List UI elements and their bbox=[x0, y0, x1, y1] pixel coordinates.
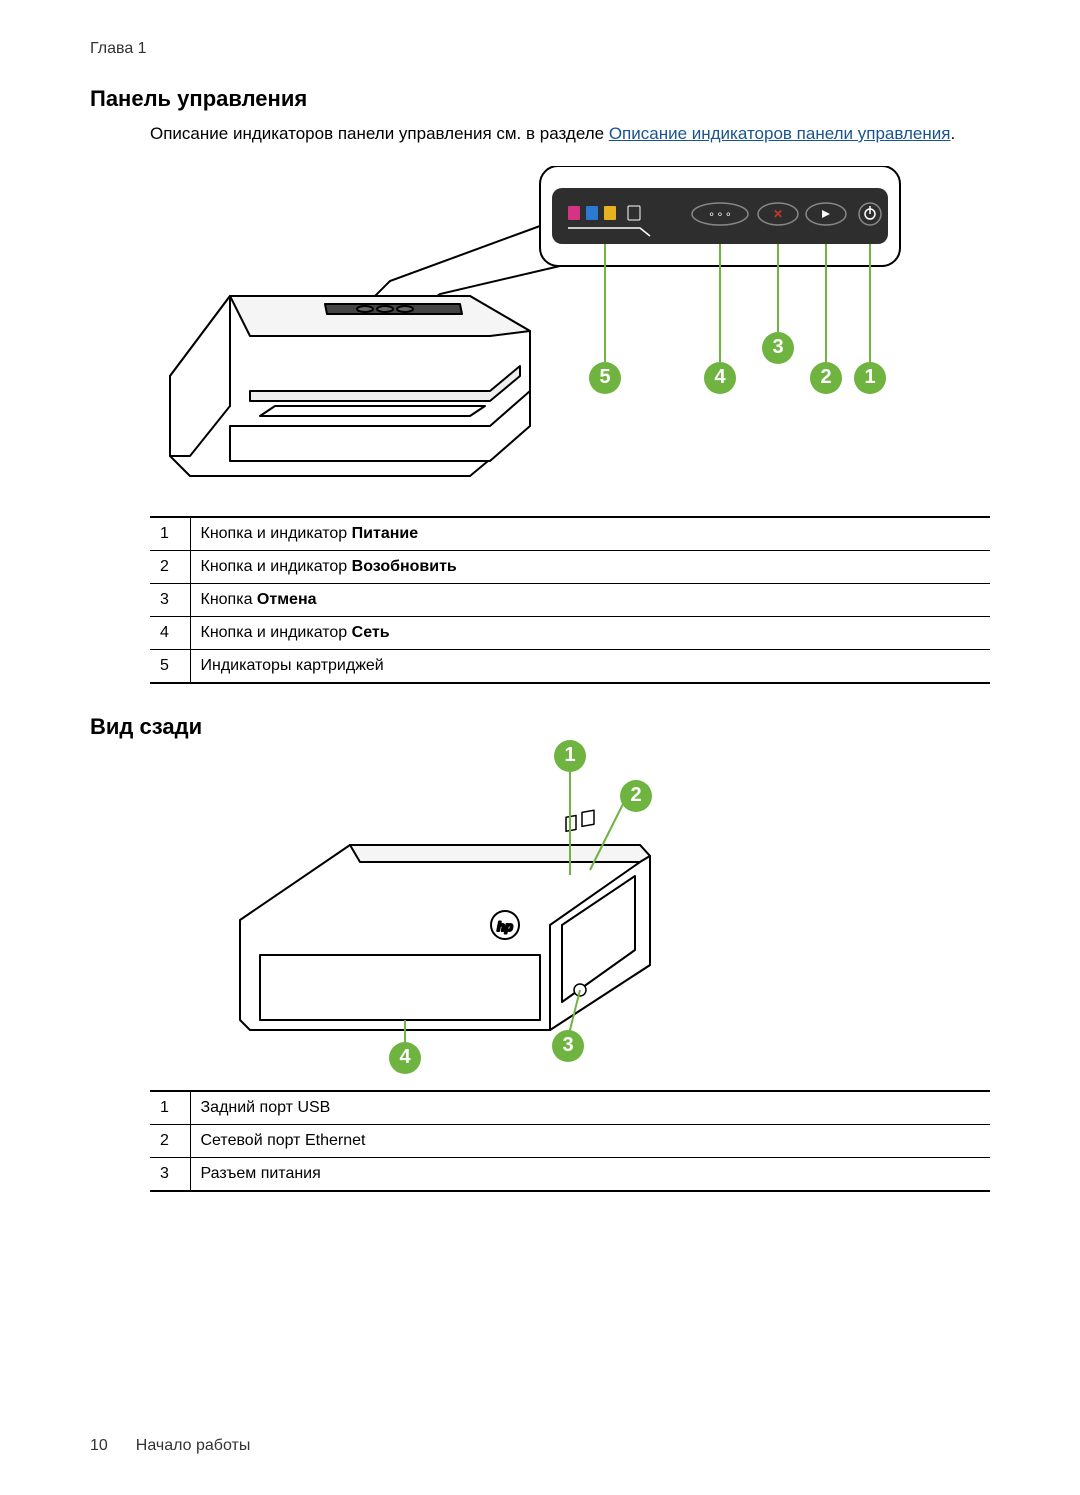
svg-text:✕: ✕ bbox=[773, 207, 783, 221]
cell-num: 2 bbox=[150, 1124, 190, 1157]
figure-control-panel: ⚬⚬⚬ ✕ bbox=[150, 166, 910, 496]
figure-rear-view: hp 1 2 3 4 bbox=[210, 750, 810, 1070]
table-row: 2 Кнопка и индикатор Возобновить bbox=[150, 550, 990, 583]
page-footer: 10 Начало работы bbox=[90, 1437, 250, 1455]
table-row: 2 Сетевой порт Ethernet bbox=[150, 1124, 990, 1157]
table-row: 1 Задний порт USB bbox=[150, 1091, 990, 1125]
cell-desc: Кнопка и индикатор Возобновить bbox=[190, 550, 990, 583]
callout-4: 4 bbox=[704, 362, 736, 394]
cell-num: 1 bbox=[150, 517, 190, 551]
section-title-control-panel: Панель управления bbox=[90, 86, 990, 112]
table-row: 4 Кнопка и индикатор Сеть bbox=[150, 616, 990, 649]
cell-num: 4 bbox=[150, 616, 190, 649]
callout-2: 2 bbox=[810, 362, 842, 394]
printer-rear-svg: hp bbox=[210, 750, 810, 1070]
cell-desc: Разъем питания bbox=[190, 1157, 990, 1191]
callout-3-rear: 3 bbox=[552, 1030, 584, 1062]
callout-1: 1 bbox=[854, 362, 886, 394]
cell-num: 3 bbox=[150, 583, 190, 616]
callout-4-rear: 4 bbox=[389, 1042, 421, 1074]
page-number: 10 bbox=[90, 1437, 108, 1455]
section-intro: Описание индикаторов панели управления с… bbox=[150, 122, 990, 146]
printer-front-svg: ⚬⚬⚬ ✕ bbox=[150, 166, 910, 496]
table-row: 3 Кнопка Отмена bbox=[150, 583, 990, 616]
cell-desc: Кнопка Отмена bbox=[190, 583, 990, 616]
cell-num: 2 bbox=[150, 550, 190, 583]
cell-desc: Задний порт USB bbox=[190, 1091, 990, 1125]
cell-desc: Кнопка и индикатор Питание bbox=[190, 517, 990, 551]
indicators-link[interactable]: Описание индикаторов панели управления bbox=[609, 124, 951, 143]
svg-text:⚬⚬⚬: ⚬⚬⚬ bbox=[707, 210, 732, 221]
cell-num: 5 bbox=[150, 649, 190, 683]
callout-1-rear: 1 bbox=[554, 740, 586, 772]
table-row: 5 Индикаторы картриджей bbox=[150, 649, 990, 683]
cell-desc: Кнопка и индикатор Сеть bbox=[190, 616, 990, 649]
legend-table-rear: 1 Задний порт USB 2 Сетевой порт Etherne… bbox=[150, 1090, 990, 1192]
intro-text-before: Описание индикаторов панели управления с… bbox=[150, 124, 609, 143]
table-row: 1 Кнопка и индикатор Питание bbox=[150, 517, 990, 551]
intro-text-after: . bbox=[950, 124, 955, 143]
footer-text: Начало работы bbox=[136, 1437, 251, 1454]
table-row: 3 Разъем питания bbox=[150, 1157, 990, 1191]
callout-2-rear: 2 bbox=[620, 780, 652, 812]
callout-3: 3 bbox=[762, 332, 794, 364]
cell-desc: Индикаторы картриджей bbox=[190, 649, 990, 683]
section-title-rear-view: Вид сзади bbox=[90, 714, 990, 740]
cell-num: 3 bbox=[150, 1157, 190, 1191]
cell-desc: Сетевой порт Ethernet bbox=[190, 1124, 990, 1157]
cell-num: 1 bbox=[150, 1091, 190, 1125]
svg-text:hp: hp bbox=[497, 919, 513, 934]
callout-5: 5 bbox=[589, 362, 621, 394]
legend-table-control-panel: 1 Кнопка и индикатор Питание 2 Кнопка и … bbox=[150, 516, 990, 684]
chapter-header: Глава 1 bbox=[90, 40, 990, 58]
